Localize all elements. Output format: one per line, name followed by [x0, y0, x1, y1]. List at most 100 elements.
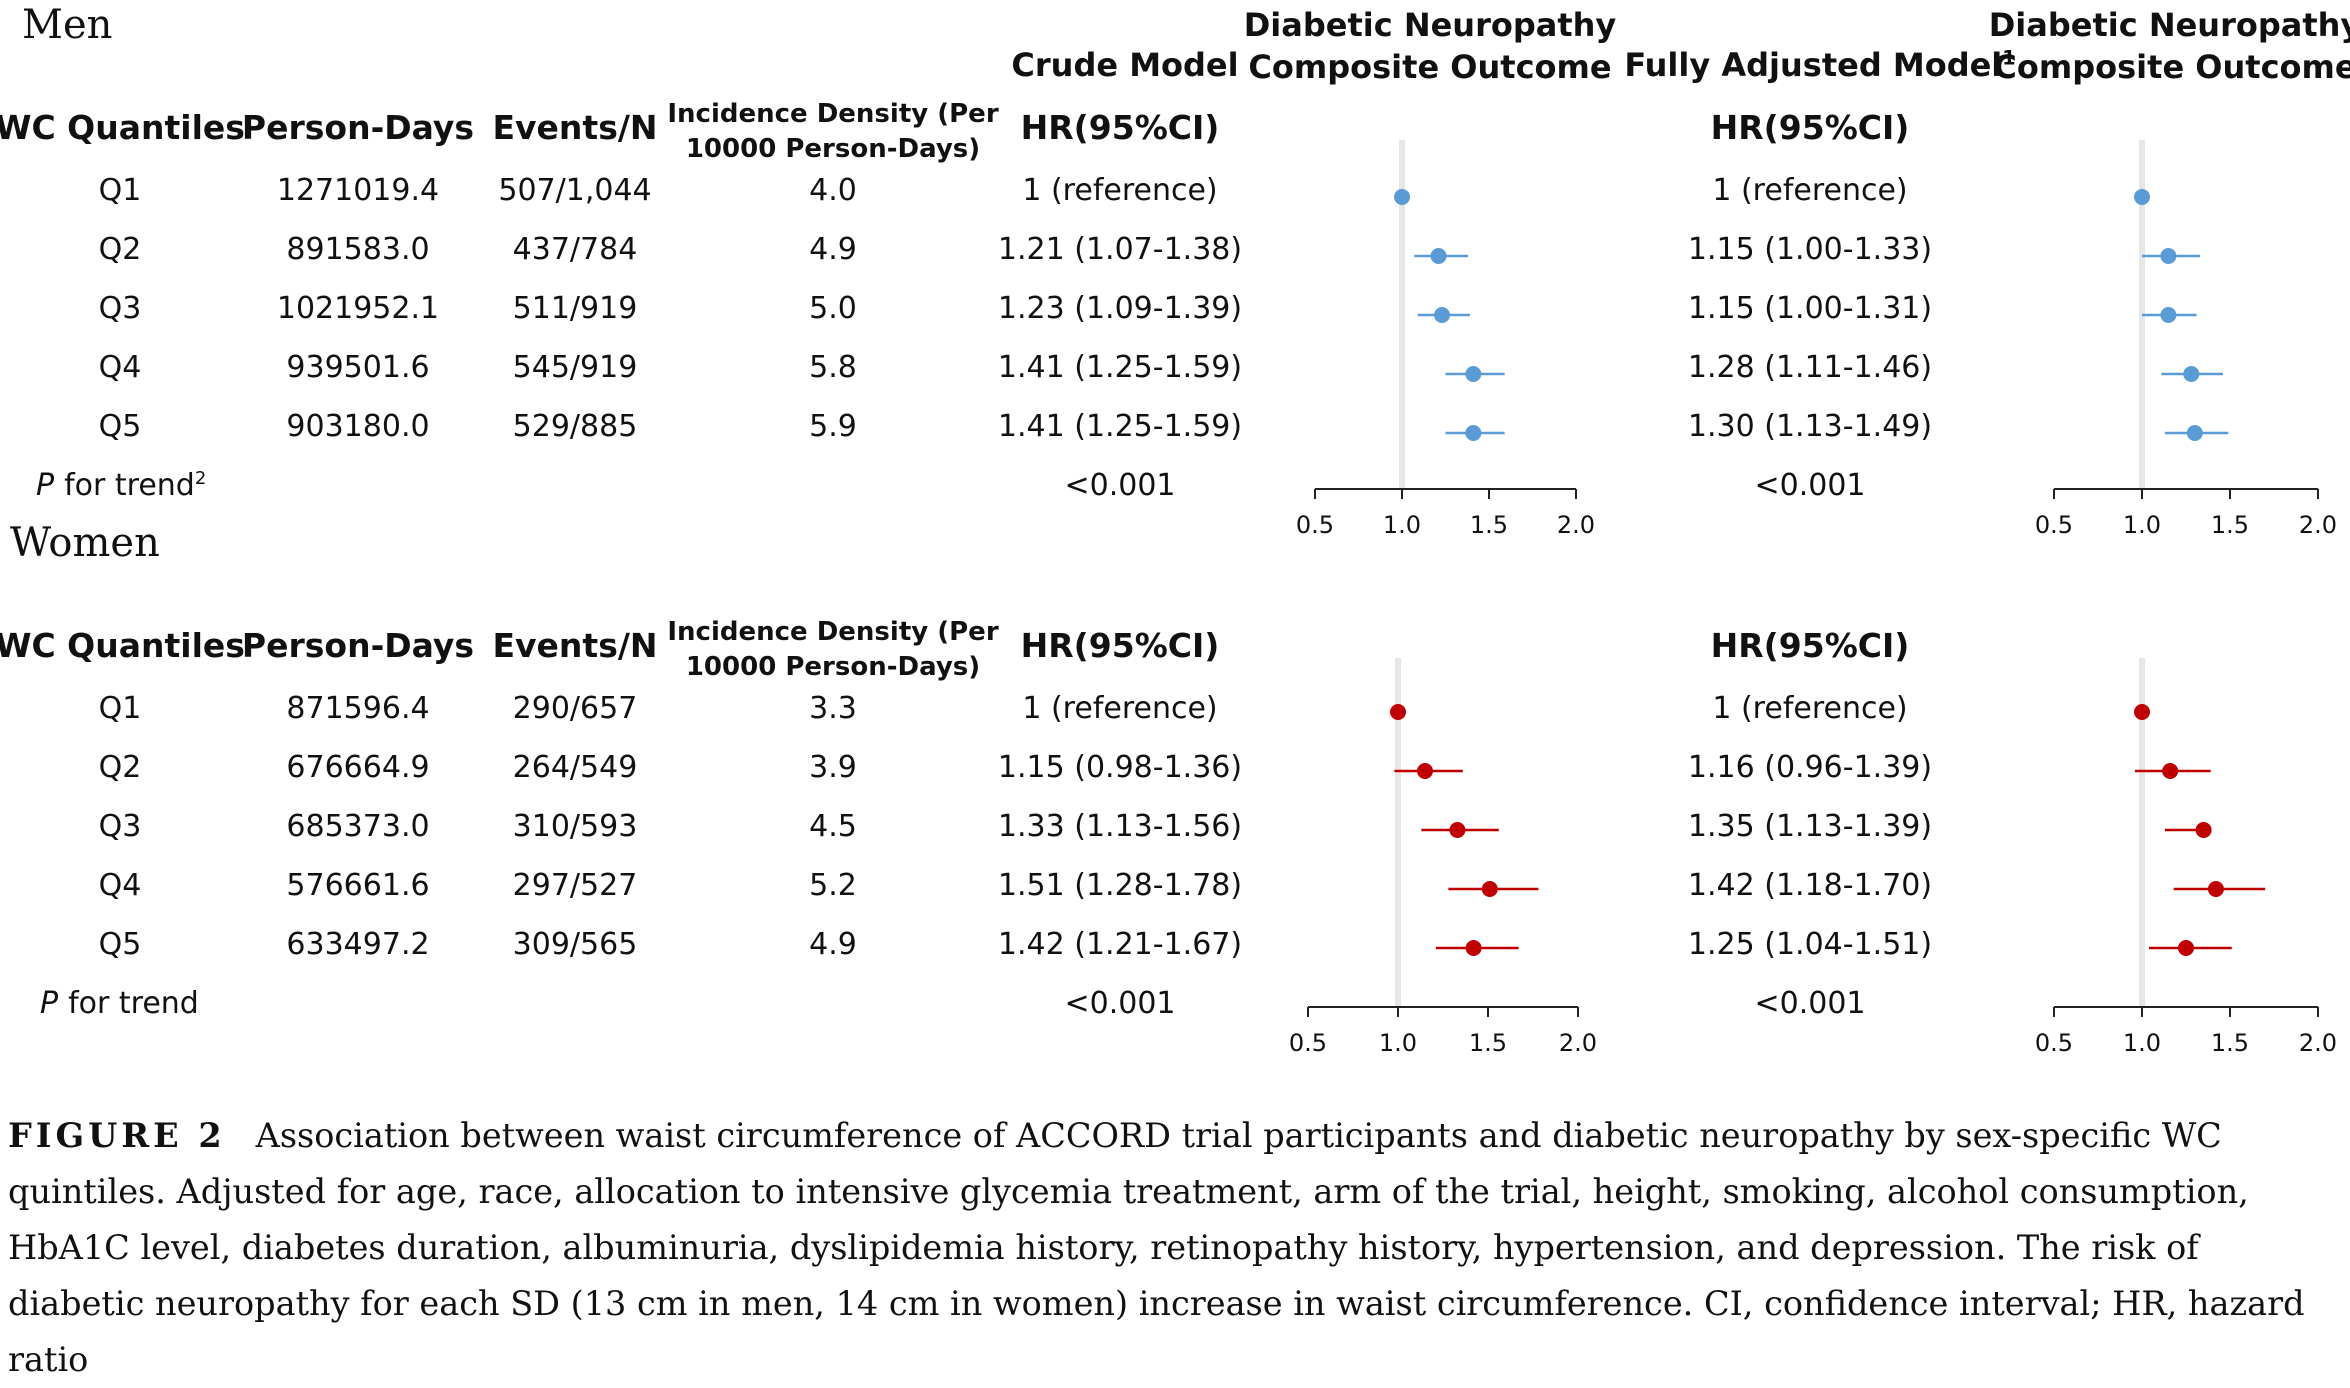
table-cell-inc: 4.0	[809, 173, 857, 208]
column-header-wc: WC Quantiles	[0, 108, 245, 147]
table-cell-ev: 309/565	[512, 927, 638, 962]
table-cell-crude: 1.41 (1.25-1.59)	[997, 409, 1243, 444]
table-cell-q: Q1	[98, 691, 142, 726]
hr-point	[2134, 189, 2150, 205]
table-cell-adj: 1.35 (1.13-1.39)	[1687, 809, 1933, 844]
hr-point	[2160, 248, 2177, 264]
column-header-pd: Person-Days	[241, 108, 475, 147]
table-cell-ev: 310/593	[512, 809, 638, 844]
hr-point	[1465, 366, 1482, 382]
table-cell-adj: 1.30 (1.13-1.49)	[1687, 409, 1933, 444]
hr-point	[1465, 940, 1482, 956]
table-cell-inc: 4.5	[809, 809, 857, 844]
hr-point	[1417, 763, 1433, 779]
column-header-crude-hr: HR(95%CI)	[1020, 108, 1220, 147]
table-cell-adj: 1 (reference)	[1712, 173, 1908, 208]
incidence-line1: Incidence Density (Per	[667, 617, 999, 647]
hr-point	[1390, 704, 1406, 720]
table-cell-inc: 5.2	[809, 868, 857, 903]
table-cell-adj: 1.28 (1.11-1.46)	[1687, 350, 1933, 385]
figure-label: FIGURE 2	[8, 1116, 226, 1155]
hr-point	[2186, 425, 2203, 441]
hr-point	[1434, 307, 1451, 323]
table-cell-adj: 1.15 (1.00-1.31)	[1687, 291, 1933, 326]
table-cell-q: Q3	[98, 809, 142, 844]
table-cell-crude: 1 (reference)	[1022, 691, 1218, 726]
incidence-line1: Incidence Density (Per	[667, 99, 999, 129]
table-cell-ev: 290/657	[512, 691, 638, 726]
x-tick-label: 1.0	[2123, 1029, 2161, 1057]
table-cell-ev: 264/549	[512, 750, 638, 785]
table-cell-ev: 297/527	[512, 868, 638, 903]
incidence-line2: 10000 Person-Days)	[685, 652, 981, 682]
dn-header-line1: Diabetic Neuropathy	[1243, 6, 1617, 44]
table-cell-pd: 903180.0	[286, 409, 430, 444]
dn-header-line1: Diabetic Neuropathy	[1988, 6, 2350, 44]
table-cell-ev: 437/784	[512, 232, 638, 267]
hr-point	[2134, 704, 2150, 720]
column-header-ev: Events/N	[492, 108, 658, 147]
table-cell-adj: 1.15 (1.00-1.33)	[1687, 232, 1933, 267]
crude-model-header: Crude Model	[1011, 46, 1239, 84]
hr-point	[2178, 940, 2194, 956]
x-tick-label: 1.5	[2211, 1029, 2249, 1057]
dn-header-line2: Composite Outcome	[1248, 48, 1612, 86]
table-cell-adj: 1 (reference)	[1712, 691, 1908, 726]
dn-header-line2: Composite Outcome	[1993, 48, 2350, 86]
x-tick-label: 0.5	[2035, 1029, 2073, 1057]
table-cell-ev: 545/919	[512, 350, 638, 385]
men-crude-dn-header: Diabetic Neuropathy Composite Outcome	[1230, 4, 1630, 88]
hr-point	[2183, 366, 2200, 382]
column-header-adj-hr: HR(95%CI)	[1710, 626, 1910, 665]
table-cell-ev: 511/919	[512, 291, 638, 326]
figure-caption: FIGURE 2 Association between waist circum…	[8, 1108, 2338, 1388]
x-tick-label: 1.0	[1383, 511, 1421, 539]
men-adj-dn-header: Diabetic Neuropathy Composite Outcome	[1980, 4, 2350, 88]
column-header-ev: Events/N	[492, 626, 658, 665]
column-header-adj-hr: HR(95%CI)	[1710, 108, 1910, 147]
column-header-pd: Person-Days	[241, 626, 475, 665]
section-title: Women	[10, 520, 160, 566]
table-cell-q: Q4	[98, 868, 142, 903]
hr-point	[1449, 822, 1466, 838]
p-italic: P	[40, 986, 59, 1021]
hr-point	[2195, 822, 2212, 838]
column-header-wc: WC Quantiles	[0, 626, 245, 665]
x-tick-label: 2.0	[2299, 511, 2337, 539]
x-tick-label: 1.5	[2211, 511, 2249, 539]
forest-plots: 0.5 1.0 1.5 2.0 0.5 1.0 1.5 2.0 0.5 1.0 1.5 2.0 0.5 1…	[1289, 140, 2337, 1057]
hr-point	[2160, 307, 2177, 323]
table-cell-crude: 1 (reference)	[1022, 173, 1218, 208]
table-cell-inc: 3.3	[809, 691, 857, 726]
table-cell-inc: 5.0	[809, 291, 857, 326]
x-tick-label: 2.0	[1559, 1029, 1597, 1057]
table-cell-adj: 1.25 (1.04-1.51)	[1687, 927, 1933, 962]
x-tick-label: 1.0	[1379, 1029, 1417, 1057]
hr-point	[2162, 763, 2179, 779]
table-cell-crude: 1.33 (1.13-1.56)	[997, 809, 1243, 844]
incidence-line2: 10000 Person-Days)	[685, 134, 981, 164]
adj-trend-value: <0.001	[1754, 468, 1866, 503]
table-cell-q: Q1	[98, 173, 142, 208]
table-cell-q: Q2	[98, 232, 142, 267]
table-cell-pd: 676664.9	[286, 750, 430, 785]
trend-label: for trend	[64, 468, 195, 503]
x-tick-label: 0.5	[1296, 511, 1334, 539]
table-cell-pd: 871596.4	[286, 691, 430, 726]
table-cell-pd: 1021952.1	[276, 291, 440, 326]
table-cell-pd: 939501.6	[286, 350, 430, 385]
adjusted-model-header: Fully Adjusted Model1	[1620, 46, 2020, 84]
table-cell-q: Q2	[98, 750, 142, 785]
x-tick-label: 0.5	[2035, 511, 2073, 539]
trend-label: for trend	[68, 986, 199, 1021]
column-header-incidence: Incidence Density (Per 10000 Person-Days)	[653, 97, 1013, 167]
table-cell-adj: 1.42 (1.18-1.70)	[1687, 868, 1933, 903]
table-cell-q: Q3	[98, 291, 142, 326]
crude-trend-value: <0.001	[1064, 986, 1176, 1021]
trend-sup: 2	[194, 468, 207, 489]
table-cell-inc: 4.9	[809, 232, 857, 267]
table-cell-q: Q5	[98, 409, 142, 444]
column-header-crude-hr: HR(95%CI)	[1020, 626, 1220, 665]
table-cell-q: Q5	[98, 927, 142, 962]
